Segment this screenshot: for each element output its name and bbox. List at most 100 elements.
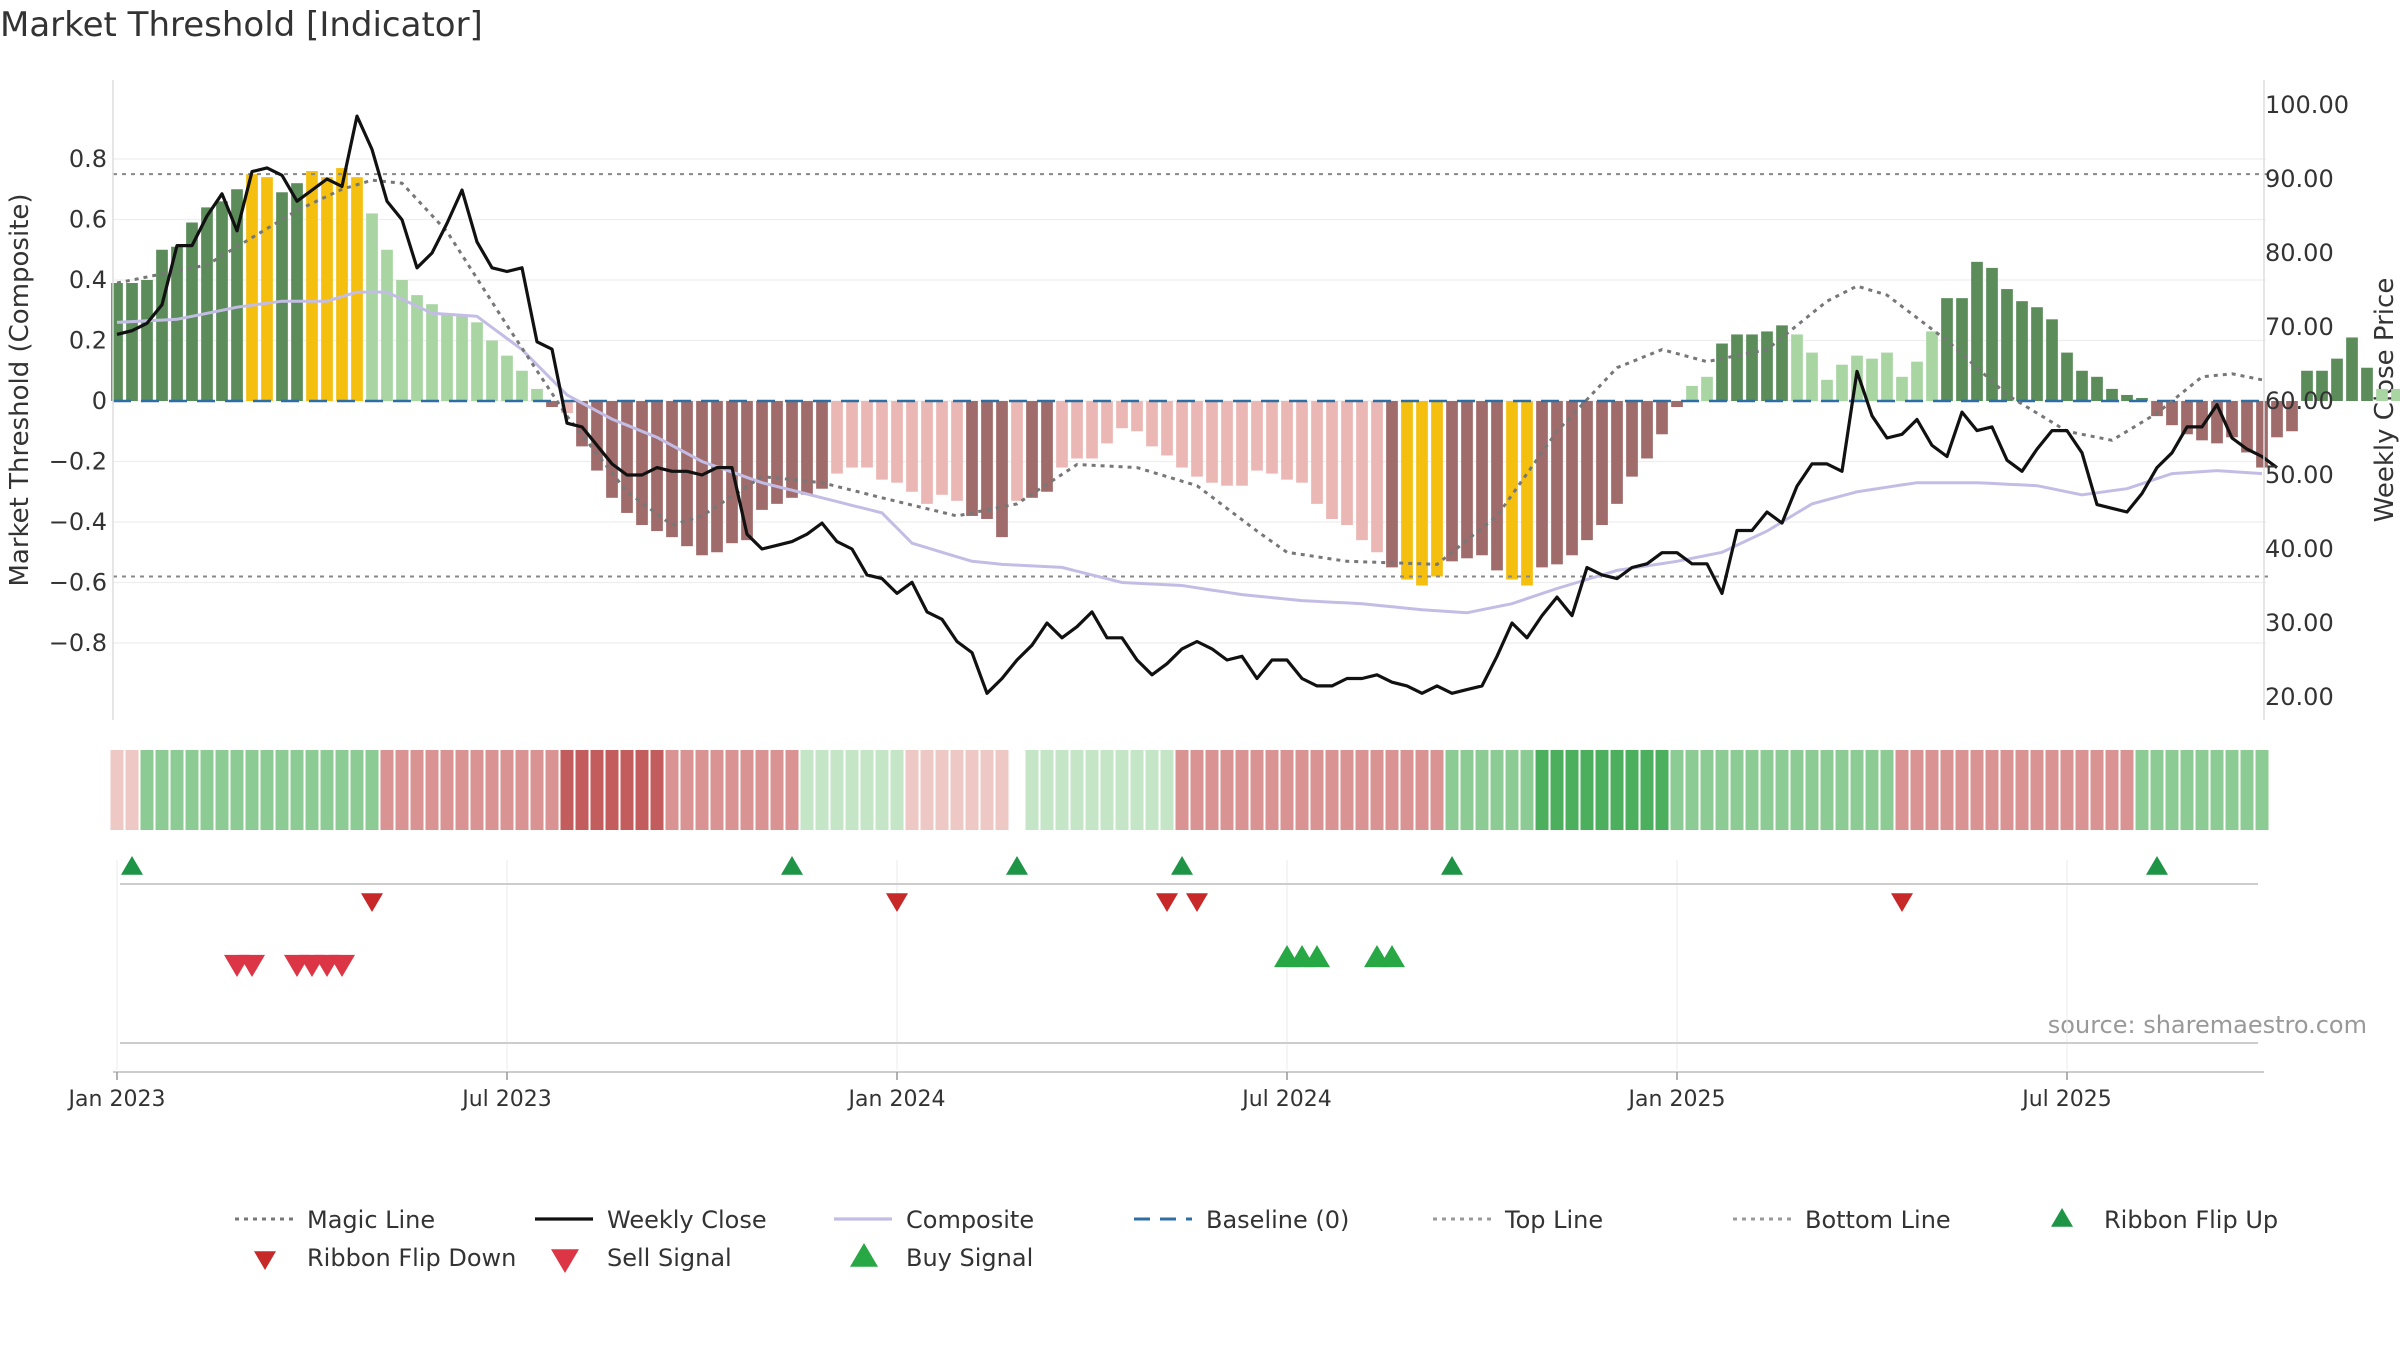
ribbon-cell — [365, 750, 379, 830]
composite-bar — [1866, 358, 1878, 401]
source-label: source: sharemaestro.com — [2048, 1011, 2367, 1039]
ribbon-cell — [605, 750, 619, 830]
ribbon-cell — [1895, 750, 1909, 830]
ribbon-cell — [1505, 750, 1519, 830]
composite-bar — [1326, 401, 1338, 519]
composite-bar — [1356, 401, 1368, 541]
y-tick-left: 0.4 — [69, 266, 107, 294]
composite-bar — [231, 189, 243, 401]
ribbon-cell — [1850, 750, 1864, 830]
composite-bar — [306, 171, 318, 401]
ribbon-cell — [140, 750, 154, 830]
composite-bar — [576, 401, 588, 447]
y-tick-left: 0.6 — [69, 206, 107, 234]
ribbon-cell — [1655, 750, 1669, 830]
ribbon-cell — [2045, 750, 2059, 830]
composite-bar — [1341, 401, 1353, 526]
composite-bar — [1101, 401, 1113, 444]
composite-bar — [1311, 401, 1323, 504]
composite-bar — [531, 388, 543, 401]
ribbon-flip-up-marker — [1171, 856, 1193, 875]
ribbon-cell — [875, 750, 889, 830]
composite-bar — [201, 207, 213, 401]
ribbon-cell — [710, 750, 724, 830]
composite-bar — [2181, 401, 2193, 435]
ribbon-flip-up-marker — [1441, 856, 1463, 875]
y-tick-right: 40.00 — [2265, 535, 2334, 563]
composite-bar — [2331, 358, 2343, 401]
composite-bar — [426, 304, 438, 401]
composite-bar — [756, 401, 768, 510]
composite-bar — [2286, 401, 2298, 432]
composite-bar — [1731, 334, 1743, 401]
ribbon-cell — [425, 750, 439, 830]
ribbon-cell — [170, 750, 184, 830]
composite-bar — [1686, 385, 1698, 401]
weekly-close-line — [116, 114, 2278, 695]
ribbon-cell — [1220, 750, 1234, 830]
lines-layer — [113, 114, 2278, 695]
ribbon-cell — [1475, 750, 1489, 830]
ribbon-cell — [680, 750, 694, 830]
ribbon-cell — [1700, 750, 1714, 830]
composite-bar — [621, 401, 633, 513]
ribbon-cell — [1760, 750, 1774, 830]
composite-bar — [1071, 401, 1083, 459]
ribbon-cell — [1910, 750, 1924, 830]
ribbon-cell — [320, 750, 334, 830]
ribbon-cell — [2090, 750, 2104, 830]
composite-bar — [2196, 401, 2208, 441]
y-tick-left: 0 — [92, 387, 107, 415]
ribbon-cell — [1985, 750, 1999, 830]
ribbon-cell — [1775, 750, 1789, 830]
composite-bar — [1416, 401, 1428, 586]
ribbon-cell — [1580, 750, 1594, 830]
ribbon-cell — [1115, 750, 1129, 830]
ribbon-cell — [1250, 750, 1264, 830]
composite-bar — [1896, 376, 1908, 401]
composite-bar — [2271, 401, 2283, 438]
composite-bar — [186, 222, 198, 401]
ribbon-cell — [1070, 750, 1084, 830]
ribbon-cell — [1190, 750, 1204, 830]
ribbon-cell — [350, 750, 364, 830]
ribbon-cell — [1100, 750, 1114, 830]
ribbon-cell — [2000, 750, 2014, 830]
composite-bar — [2001, 289, 2013, 401]
composite-bar — [666, 401, 678, 538]
composite-bar — [111, 283, 123, 401]
ribbon-cell — [1040, 750, 1054, 830]
ribbon-cell — [500, 750, 514, 830]
composite-bar — [981, 401, 993, 519]
ribbon-cell — [890, 750, 904, 830]
composite-bar — [381, 249, 393, 401]
grid-layer — [113, 158, 2266, 1070]
composite-bar — [1746, 334, 1758, 401]
ribbon-cell — [1955, 750, 1969, 830]
ribbon-cell — [1685, 750, 1699, 830]
composite-bar — [1956, 298, 1968, 401]
composite-bar — [1131, 401, 1143, 432]
composite-bar — [681, 401, 693, 547]
ribbon-cell — [1175, 750, 1189, 830]
ribbon-cell — [125, 750, 139, 830]
composite-bar — [2256, 401, 2268, 468]
legend-label: Buy Signal — [906, 1244, 1033, 1272]
ribbon-cell — [1160, 750, 1174, 830]
composite-bar — [2061, 352, 2073, 401]
composite-bar — [261, 177, 273, 401]
ribbon-cell — [1490, 750, 1504, 830]
composite-bar — [1971, 261, 1983, 401]
ribbon-flip-down-marker — [1156, 893, 1178, 912]
ribbon-cell — [2105, 750, 2119, 830]
composite-bar — [921, 401, 933, 504]
composite-bar — [1641, 401, 1653, 459]
ribbon-cell — [2195, 750, 2209, 830]
composite-bar — [831, 401, 843, 474]
ribbon-cell — [380, 750, 394, 830]
composite-bar — [966, 401, 978, 516]
ribbon-cell — [1820, 750, 1834, 830]
ribbon-cell — [1205, 750, 1219, 830]
ribbon-cell — [2255, 750, 2269, 830]
